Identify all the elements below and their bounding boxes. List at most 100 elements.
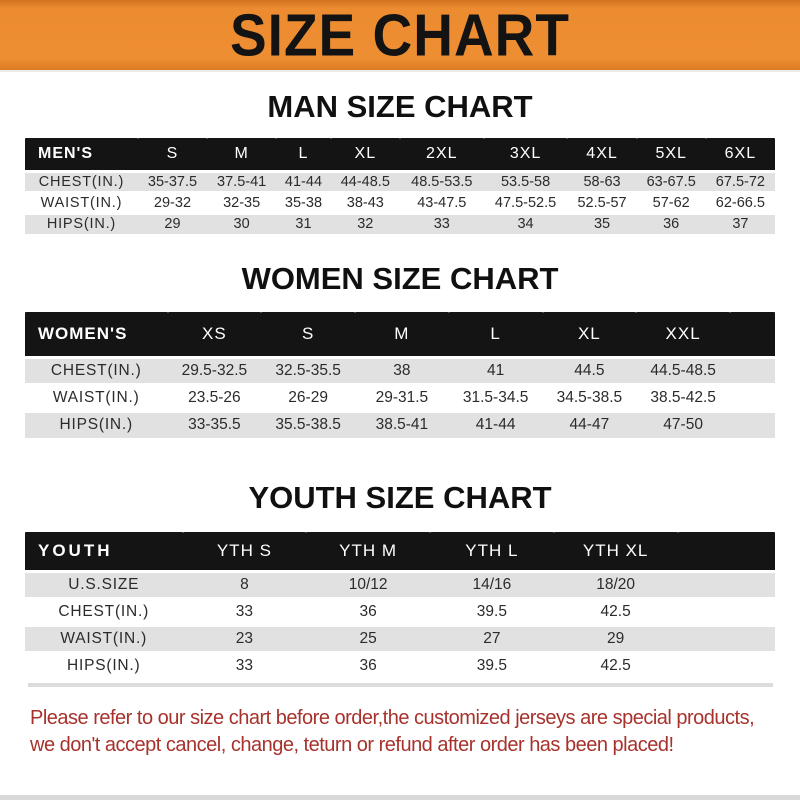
men-size-header: 5XL — [636, 138, 706, 171]
men-chest-row: CHEST(IN.) 35-37.5 37.5-41 41-44 44-48.5… — [25, 169, 775, 192]
women-size-header: XS — [167, 312, 262, 357]
women-section: WOMEN SIZE CHART WOMEN'S XS S M L XL XXL… — [0, 261, 800, 438]
size-cell: 25 — [306, 623, 430, 652]
size-cell: 41-44 — [448, 409, 543, 438]
women-size-table: WOMEN'S XS S M L XL XXL CHEST(IN.) 29.5-… — [25, 312, 775, 438]
women-size-header: XL — [542, 312, 637, 357]
women-chest-row: CHEST(IN.) 29.5-32.5 32.5-35.5 38 41 44.… — [25, 355, 775, 384]
men-waist-row: WAIST(IN.) 29-32 32-35 35-38 38-43 43-47… — [25, 190, 775, 213]
youth-header-label: YOUTH — [25, 532, 183, 571]
size-cell: 29-32 — [137, 190, 208, 213]
size-cell: 37 — [705, 211, 775, 234]
size-cell: 35 — [567, 211, 637, 234]
men-header-row: MEN'S S M L XL 2XL 3XL 4XL 5XL 6XL — [25, 138, 775, 171]
spacer-cell — [677, 532, 775, 571]
size-cell: 33-35.5 — [167, 409, 262, 438]
size-cell: 26-29 — [261, 382, 355, 411]
size-cell: 38 — [355, 355, 449, 384]
size-cell: 8 — [182, 569, 307, 598]
spacer-cell — [677, 596, 775, 625]
size-cell: 35.5-38.5 — [261, 409, 355, 438]
size-cell: 41 — [448, 355, 543, 384]
size-cell: 29.5-32.5 — [167, 355, 262, 384]
youth-size-table: YOUTH YTH S YTH M YTH L YTH XL U.S.SIZE … — [25, 532, 775, 679]
size-cell: 29-31.5 — [355, 382, 449, 411]
women-size-header: M — [355, 312, 449, 357]
youth-hips-row: HIPS(IN.) 33 36 39.5 42.5 — [25, 650, 775, 679]
size-cell: 63-67.5 — [636, 169, 706, 192]
women-header-label: WOMEN'S — [25, 312, 168, 357]
spacer-cell — [677, 623, 775, 652]
size-cell: 53.5-58 — [483, 169, 568, 192]
row-label: HIPS(IN.) — [25, 409, 168, 438]
size-cell: 29 — [137, 211, 208, 234]
size-cell: 62-66.5 — [705, 190, 775, 213]
size-cell: 36 — [636, 211, 706, 234]
size-cell: 33 — [399, 211, 484, 234]
row-label: HIPS(IN.) — [25, 650, 183, 679]
youth-size-header: YTH L — [430, 532, 554, 571]
size-cell: 36 — [306, 596, 430, 625]
banner-title: SIZE CHART — [230, 0, 570, 68]
size-cell: 32 — [330, 211, 400, 234]
size-cell: 10/12 — [306, 569, 430, 598]
men-size-header: 2XL — [399, 138, 484, 171]
size-cell: 27 — [430, 623, 554, 652]
order-notice-line1: Please refer to our size chart before or… — [30, 707, 755, 729]
row-label: CHEST(IN.) — [25, 355, 168, 384]
size-cell: 44.5-48.5 — [636, 355, 730, 384]
size-cell: 67.5-72 — [705, 169, 775, 192]
size-cell: 18/20 — [553, 569, 678, 598]
order-notice: Please refer to our size chart before or… — [30, 705, 800, 759]
spacer-cell — [730, 409, 775, 438]
row-label: U.S.SIZE — [25, 569, 183, 598]
youth-size-header: YTH M — [306, 532, 430, 571]
size-cell: 42.5 — [553, 650, 678, 679]
men-size-header: 3XL — [483, 138, 568, 171]
women-section-title: WOMEN SIZE CHART — [241, 261, 559, 296]
spacer-cell — [730, 312, 775, 357]
size-cell: 43-47.5 — [399, 190, 484, 213]
size-chart-banner: SIZE CHART — [0, 0, 800, 72]
size-cell: 32.5-35.5 — [261, 355, 355, 384]
size-cell: 38.5-42.5 — [636, 382, 730, 411]
size-cell: 47-50 — [636, 409, 730, 438]
women-header-row: WOMEN'S XS S M L XL XXL — [25, 312, 775, 357]
men-size-header: 6XL — [705, 138, 775, 171]
youth-ussize-row: U.S.SIZE 8 10/12 14/16 18/20 — [25, 569, 775, 598]
size-cell: 57-62 — [636, 190, 706, 213]
row-label: HIPS(IN.) — [25, 211, 138, 234]
size-cell: 38.5-41 — [355, 409, 449, 438]
size-cell: 42.5 — [553, 596, 678, 625]
men-size-header: 4XL — [567, 138, 637, 171]
men-size-table: MEN'S S M L XL 2XL 3XL 4XL 5XL 6XL CHEST… — [25, 138, 775, 234]
youth-header-row: YOUTH YTH S YTH M YTH L YTH XL — [25, 532, 775, 571]
men-hips-row: HIPS(IN.) 29 30 31 32 33 34 35 36 37 — [25, 211, 775, 234]
spacer-cell — [730, 382, 775, 411]
women-hips-row: HIPS(IN.) 33-35.5 35.5-38.5 38.5-41 41-4… — [25, 409, 775, 438]
size-cell: 34.5-38.5 — [542, 382, 637, 411]
youth-table-bottom-strip — [27, 683, 773, 687]
spacer-cell — [730, 355, 775, 384]
row-label: CHEST(IN.) — [25, 169, 138, 192]
size-cell: 33 — [182, 650, 307, 679]
size-cell: 39.5 — [430, 650, 554, 679]
row-label: WAIST(IN.) — [25, 623, 183, 652]
size-cell: 30 — [207, 211, 277, 234]
size-cell: 44.5 — [542, 355, 637, 384]
size-cell: 33 — [182, 596, 307, 625]
size-cell: 48.5-53.5 — [399, 169, 484, 192]
size-cell: 36 — [306, 650, 430, 679]
size-cell: 23.5-26 — [167, 382, 262, 411]
spacer-cell — [677, 650, 775, 679]
women-size-header: L — [448, 312, 543, 357]
order-notice-line2: we don't accept cancel, change, teturn o… — [30, 734, 674, 756]
women-size-header: S — [261, 312, 355, 357]
youth-waist-row: WAIST(IN.) 23 25 27 29 — [25, 623, 775, 652]
size-cell: 38-43 — [330, 190, 400, 213]
size-cell: 37.5-41 — [207, 169, 277, 192]
men-header-label: MEN'S — [25, 138, 138, 171]
youth-chest-row: CHEST(IN.) 33 36 39.5 42.5 — [25, 596, 775, 625]
men-size-header: XL — [330, 138, 400, 171]
men-size-header: M — [207, 138, 277, 171]
